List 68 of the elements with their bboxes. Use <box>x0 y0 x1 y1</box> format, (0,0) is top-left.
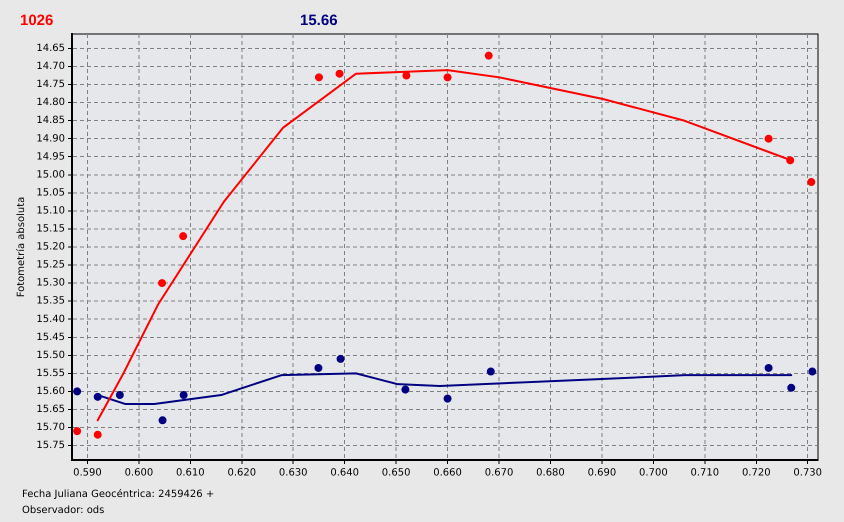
point <box>764 134 773 143</box>
point <box>116 391 124 400</box>
y-tick-label: 14.90 <box>36 133 65 144</box>
point <box>336 354 345 363</box>
point <box>787 384 796 392</box>
point <box>444 73 452 82</box>
x-tick-label: 0.600 <box>124 468 154 479</box>
point <box>486 368 495 376</box>
y-tick-label: 15.55 <box>36 368 65 379</box>
y-tick-label: 15.50 <box>36 350 65 361</box>
y-tick-label: 15.25 <box>36 260 65 271</box>
text: 1026 <box>20 12 54 29</box>
point <box>764 364 773 372</box>
y-tick-label: 14.80 <box>36 97 65 108</box>
text: Observador: ods <box>22 505 104 516</box>
y-tick-label: 14.65 <box>36 43 65 54</box>
y-tick-label: 15.45 <box>36 332 65 343</box>
y-tick-label: 15.75 <box>36 440 65 452</box>
y-tick-label: 14.75 <box>36 79 65 90</box>
x-tick-label: 0.700 <box>639 468 668 479</box>
point <box>402 72 410 80</box>
y-tick-label: 14.70 <box>36 61 65 72</box>
y-tick-label: 15.35 <box>36 296 65 307</box>
x-tick-label: 0.670 <box>484 468 514 479</box>
y-tick-label: 15.10 <box>36 205 65 216</box>
point <box>401 386 410 394</box>
point <box>94 392 102 401</box>
point <box>336 70 344 78</box>
text: 15.66 <box>300 12 338 29</box>
point <box>484 52 493 60</box>
y-tick-label: 15.05 <box>36 187 65 198</box>
y-tick-label: 15.30 <box>36 278 65 289</box>
point <box>180 391 188 400</box>
x-tick-label: 0.720 <box>742 468 771 479</box>
y-tick-label: 15.65 <box>36 404 65 416</box>
y-tick-label: 14.95 <box>36 151 65 162</box>
x-tick-label: 0.650 <box>382 468 410 479</box>
point <box>786 156 794 164</box>
x-tick-label: 0.680 <box>536 468 565 479</box>
y-tick-label: 15.20 <box>36 242 65 253</box>
x-axis-title: Fecha Juliana Geocéntrica: 2459426 + <box>22 489 214 500</box>
x-tick-label: 0.690 <box>588 468 616 479</box>
y-tick-label: 15.00 <box>36 169 65 180</box>
point <box>314 364 322 372</box>
x-tick-label: 0.710 <box>690 468 720 479</box>
point <box>807 178 816 186</box>
x-tick-label: 0.730 <box>793 468 822 479</box>
point <box>158 416 167 424</box>
point <box>158 279 166 288</box>
point <box>444 394 452 403</box>
y-tick-label: 14.85 <box>36 115 65 126</box>
x-tick-label: 0.610 <box>176 468 205 479</box>
y-tick-label: 15.60 <box>36 386 65 397</box>
point <box>73 427 82 436</box>
point <box>179 232 188 240</box>
y-tick-label: 15.15 <box>36 224 65 235</box>
x-tick-label: 0.640 <box>330 468 359 479</box>
y-tick-label: 15.40 <box>36 314 65 325</box>
point <box>808 368 816 376</box>
point <box>73 387 82 396</box>
y-tick-label: 15.70 <box>36 422 65 434</box>
point <box>314 73 323 82</box>
point <box>94 430 102 439</box>
x-tick-label: 0.630 <box>278 468 308 479</box>
y-axis-title: Fotometría absoluta <box>16 196 27 298</box>
x-tick-label: 0.590 <box>73 468 102 479</box>
x-tick-label: 0.620 <box>227 468 256 479</box>
x-tick-label: 0.660 <box>433 468 462 479</box>
